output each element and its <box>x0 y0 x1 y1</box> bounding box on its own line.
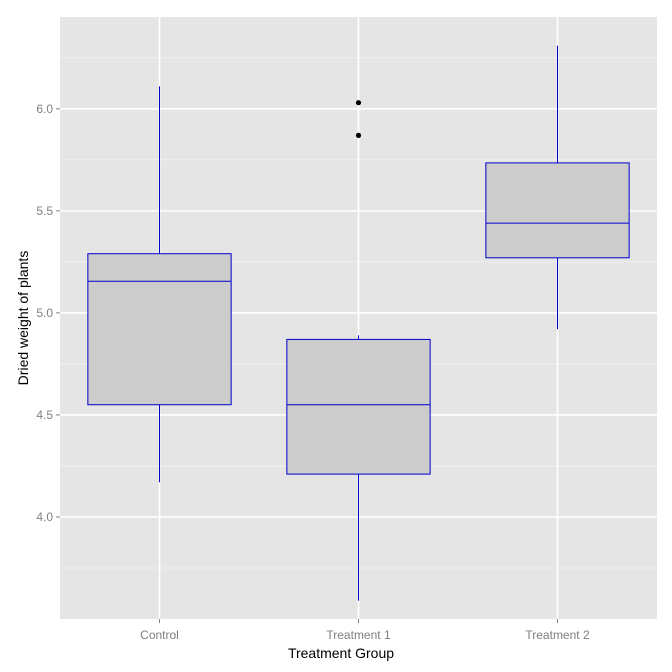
y-tick-label: 6.0 <box>36 102 53 116</box>
outlier-point <box>355 100 362 106</box>
y-tick-label: 4.0 <box>36 510 53 524</box>
box-iqr <box>286 338 431 475</box>
box-layer <box>87 45 630 601</box>
outlier-point <box>355 132 362 138</box>
y-tick-label: 5.0 <box>36 306 53 320</box>
box-iqr <box>485 162 630 259</box>
box-iqr <box>87 253 232 406</box>
tick-layer: 4.0 4.5 5.0 5.5 6.0 Control Treatment 1 Treatme… <box>36 102 590 642</box>
y-axis-title: Dried weight of plants <box>15 251 31 386</box>
y-tick-label: 5.5 <box>36 204 53 218</box>
box-control <box>87 86 232 483</box>
box-treatment-1 <box>286 100 431 601</box>
x-tick-label: Control <box>140 628 179 642</box>
x-tick-label: Treatment 2 <box>525 628 590 642</box>
y-tick-label: 4.5 <box>36 408 53 422</box>
x-tick-label: Treatment 1 <box>326 628 391 642</box>
x-axis-title: Treatment Group <box>288 645 394 661</box>
box-treatment-2 <box>485 45 630 330</box>
